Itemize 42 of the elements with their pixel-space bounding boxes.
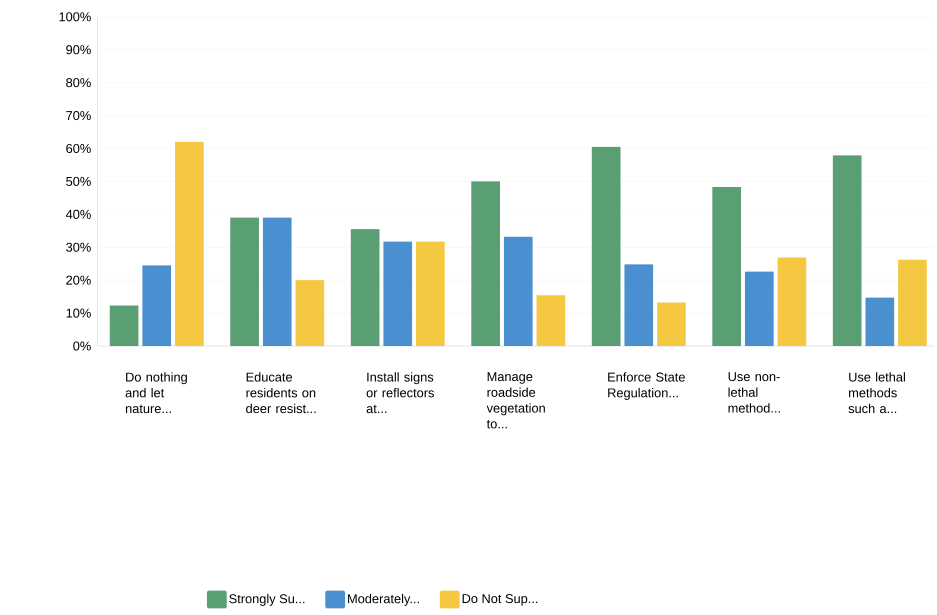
x-tick-label: Use non-lethal method... xyxy=(728,372,780,413)
bar xyxy=(142,265,172,346)
bar xyxy=(832,155,862,346)
bar xyxy=(712,187,742,346)
x-tick-label: Do nothing and let nature... xyxy=(126,372,187,414)
y-tick-label: 20% xyxy=(66,276,91,285)
legend-label: Moderately... xyxy=(348,594,419,606)
bar xyxy=(504,236,533,346)
y-tick-label: 40% xyxy=(66,210,91,219)
y-tick-label: 50% xyxy=(66,176,91,186)
y-tick-label: 90% xyxy=(66,45,91,54)
bar xyxy=(175,142,204,346)
legend-label: Strongly Su... xyxy=(229,594,304,606)
bar xyxy=(416,242,445,346)
bar xyxy=(110,306,138,346)
bar xyxy=(383,242,412,346)
bar xyxy=(592,146,620,346)
bar xyxy=(778,258,806,346)
bar xyxy=(262,218,292,346)
y-tick-label: 80% xyxy=(66,78,91,88)
x-tick-label: Install signs or reflectors at... xyxy=(366,372,434,414)
bar xyxy=(624,264,654,346)
legend-label: Do Not Sup... xyxy=(462,594,538,606)
y-tick-label: 10% xyxy=(66,308,91,318)
y-tick-label: 60% xyxy=(66,144,91,154)
x-tick-label: Enforce State Regulation... xyxy=(608,372,685,400)
x-tick-label: Manage roadside vegetation to... xyxy=(486,372,545,428)
y-tick-label: 0% xyxy=(73,342,91,351)
bar xyxy=(296,280,324,346)
x-tick-label: Use lethal methods such a... xyxy=(848,372,905,414)
bar xyxy=(230,218,259,346)
bar xyxy=(744,272,774,346)
y-tick-label: 30% xyxy=(66,242,91,252)
bar xyxy=(536,295,566,346)
bar xyxy=(471,181,500,346)
x-tick-label: Educate residents on deer resist... xyxy=(246,372,316,414)
y-tick-label: 70% xyxy=(66,111,91,120)
bar xyxy=(898,260,927,346)
bar xyxy=(865,298,894,346)
y-tick-label: 100% xyxy=(59,12,91,22)
bar xyxy=(657,302,686,346)
bar xyxy=(350,229,380,346)
